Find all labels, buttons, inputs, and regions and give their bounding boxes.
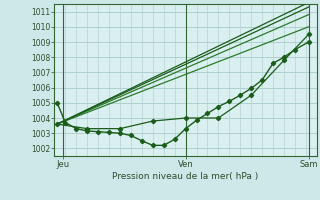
X-axis label: Pression niveau de la mer( hPa ): Pression niveau de la mer( hPa ) — [112, 172, 259, 181]
